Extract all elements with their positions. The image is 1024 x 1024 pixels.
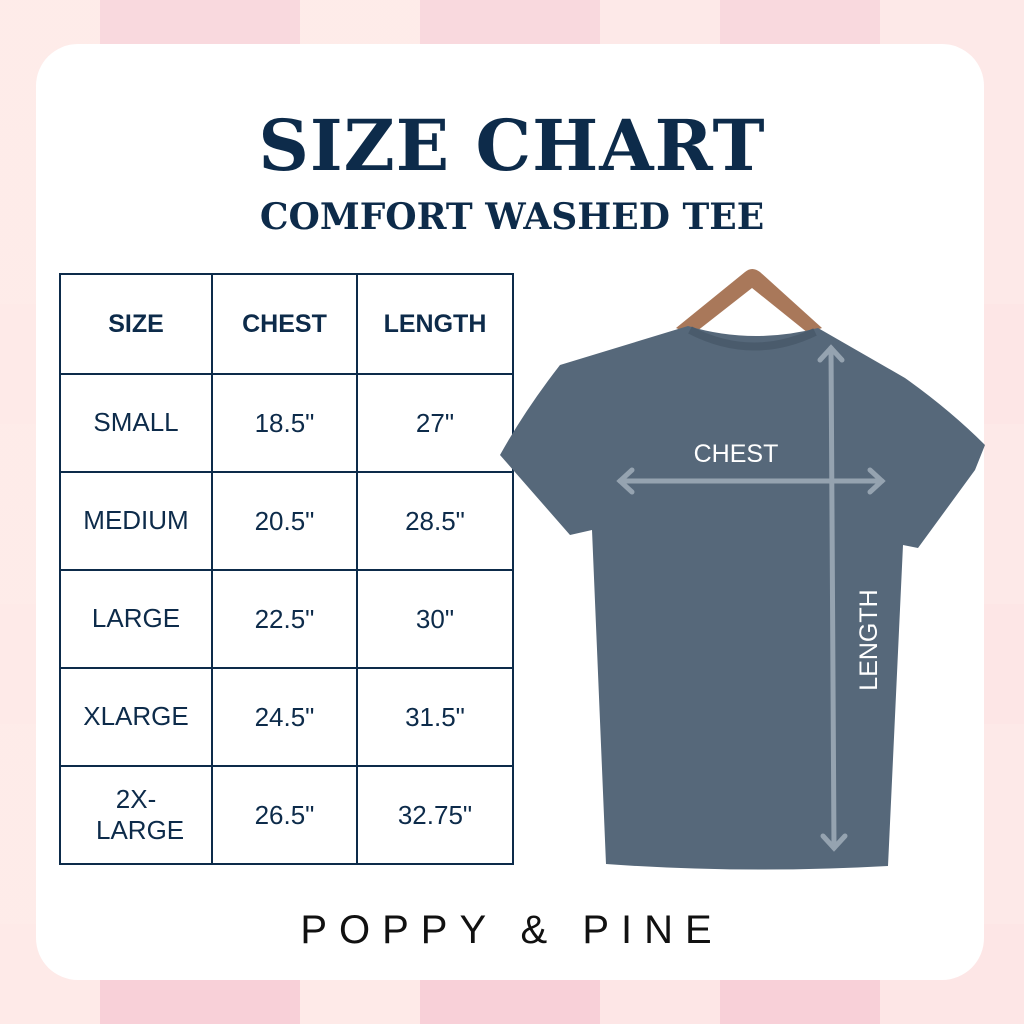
length-cell: 28.5" <box>356 471 514 571</box>
size-label: LARGE <box>91 603 181 634</box>
size-label: SMALL <box>93 407 179 438</box>
length-value: 27" <box>415 407 455 438</box>
header-size: SIZE <box>59 273 213 375</box>
length-arrow <box>828 345 837 851</box>
length-cell: 30" <box>356 569 514 669</box>
chest-value: 20.5" <box>254 505 315 536</box>
hanger-icon <box>676 269 822 335</box>
header-chest: CHEST <box>211 273 358 375</box>
size-label: MEDIUM <box>83 505 189 536</box>
size-cell: 2X-LARGE <box>59 765 213 865</box>
tshirt-image <box>500 326 985 870</box>
table-row: XLARGE 24.5" 31.5" <box>59 667 514 767</box>
size-cell: MEDIUM <box>59 471 213 571</box>
subtitle: COMFORT WASHED TEE <box>259 196 765 238</box>
length-cell: 32.75" <box>356 765 514 865</box>
chest-value: 26.5" <box>254 799 315 830</box>
page-title: SIZE CHART <box>258 104 766 187</box>
chest-cell: 20.5" <box>211 471 358 571</box>
length-value: 28.5" <box>405 505 465 536</box>
chest-cell: 22.5" <box>211 569 358 669</box>
table-row: LARGE 22.5" 30" <box>59 569 514 669</box>
chest-value: 22.5" <box>254 603 315 634</box>
length-value: 32.75" <box>397 799 473 830</box>
table-row: 2X-LARGE 26.5" 32.75" <box>59 765 514 865</box>
size-label: 2X-LARGE <box>96 783 185 845</box>
table-row: MEDIUM 20.5" 28.5" <box>59 471 514 571</box>
size-table: SIZE CHEST LENGTH SMALL 18.5" 27" MEDIUM 20.… <box>59 273 514 865</box>
size-cell: XLARGE <box>59 667 213 767</box>
table-row: SMALL 18.5" 27" <box>59 373 514 473</box>
size-label: XLARGE <box>83 701 189 732</box>
length-label: LENGTH <box>855 589 883 690</box>
chest-label: CHEST <box>694 440 779 468</box>
header-length: LENGTH <box>356 273 514 375</box>
length-value: 31.5" <box>405 701 465 732</box>
length-value: 30" <box>415 603 455 634</box>
brand-logo: POPPY & PINE <box>300 908 724 952</box>
chest-cell: 26.5" <box>211 765 358 865</box>
length-cell: 31.5" <box>356 667 514 767</box>
size-cell: SMALL <box>59 373 213 473</box>
table-header: SIZE CHEST LENGTH <box>59 273 514 375</box>
chest-cell: 18.5" <box>211 373 358 473</box>
chest-value: 18.5" <box>254 407 315 438</box>
size-cell: LARGE <box>59 569 213 669</box>
chest-cell: 24.5" <box>211 667 358 767</box>
chest-value: 24.5" <box>254 701 315 732</box>
length-cell: 27" <box>356 373 514 473</box>
